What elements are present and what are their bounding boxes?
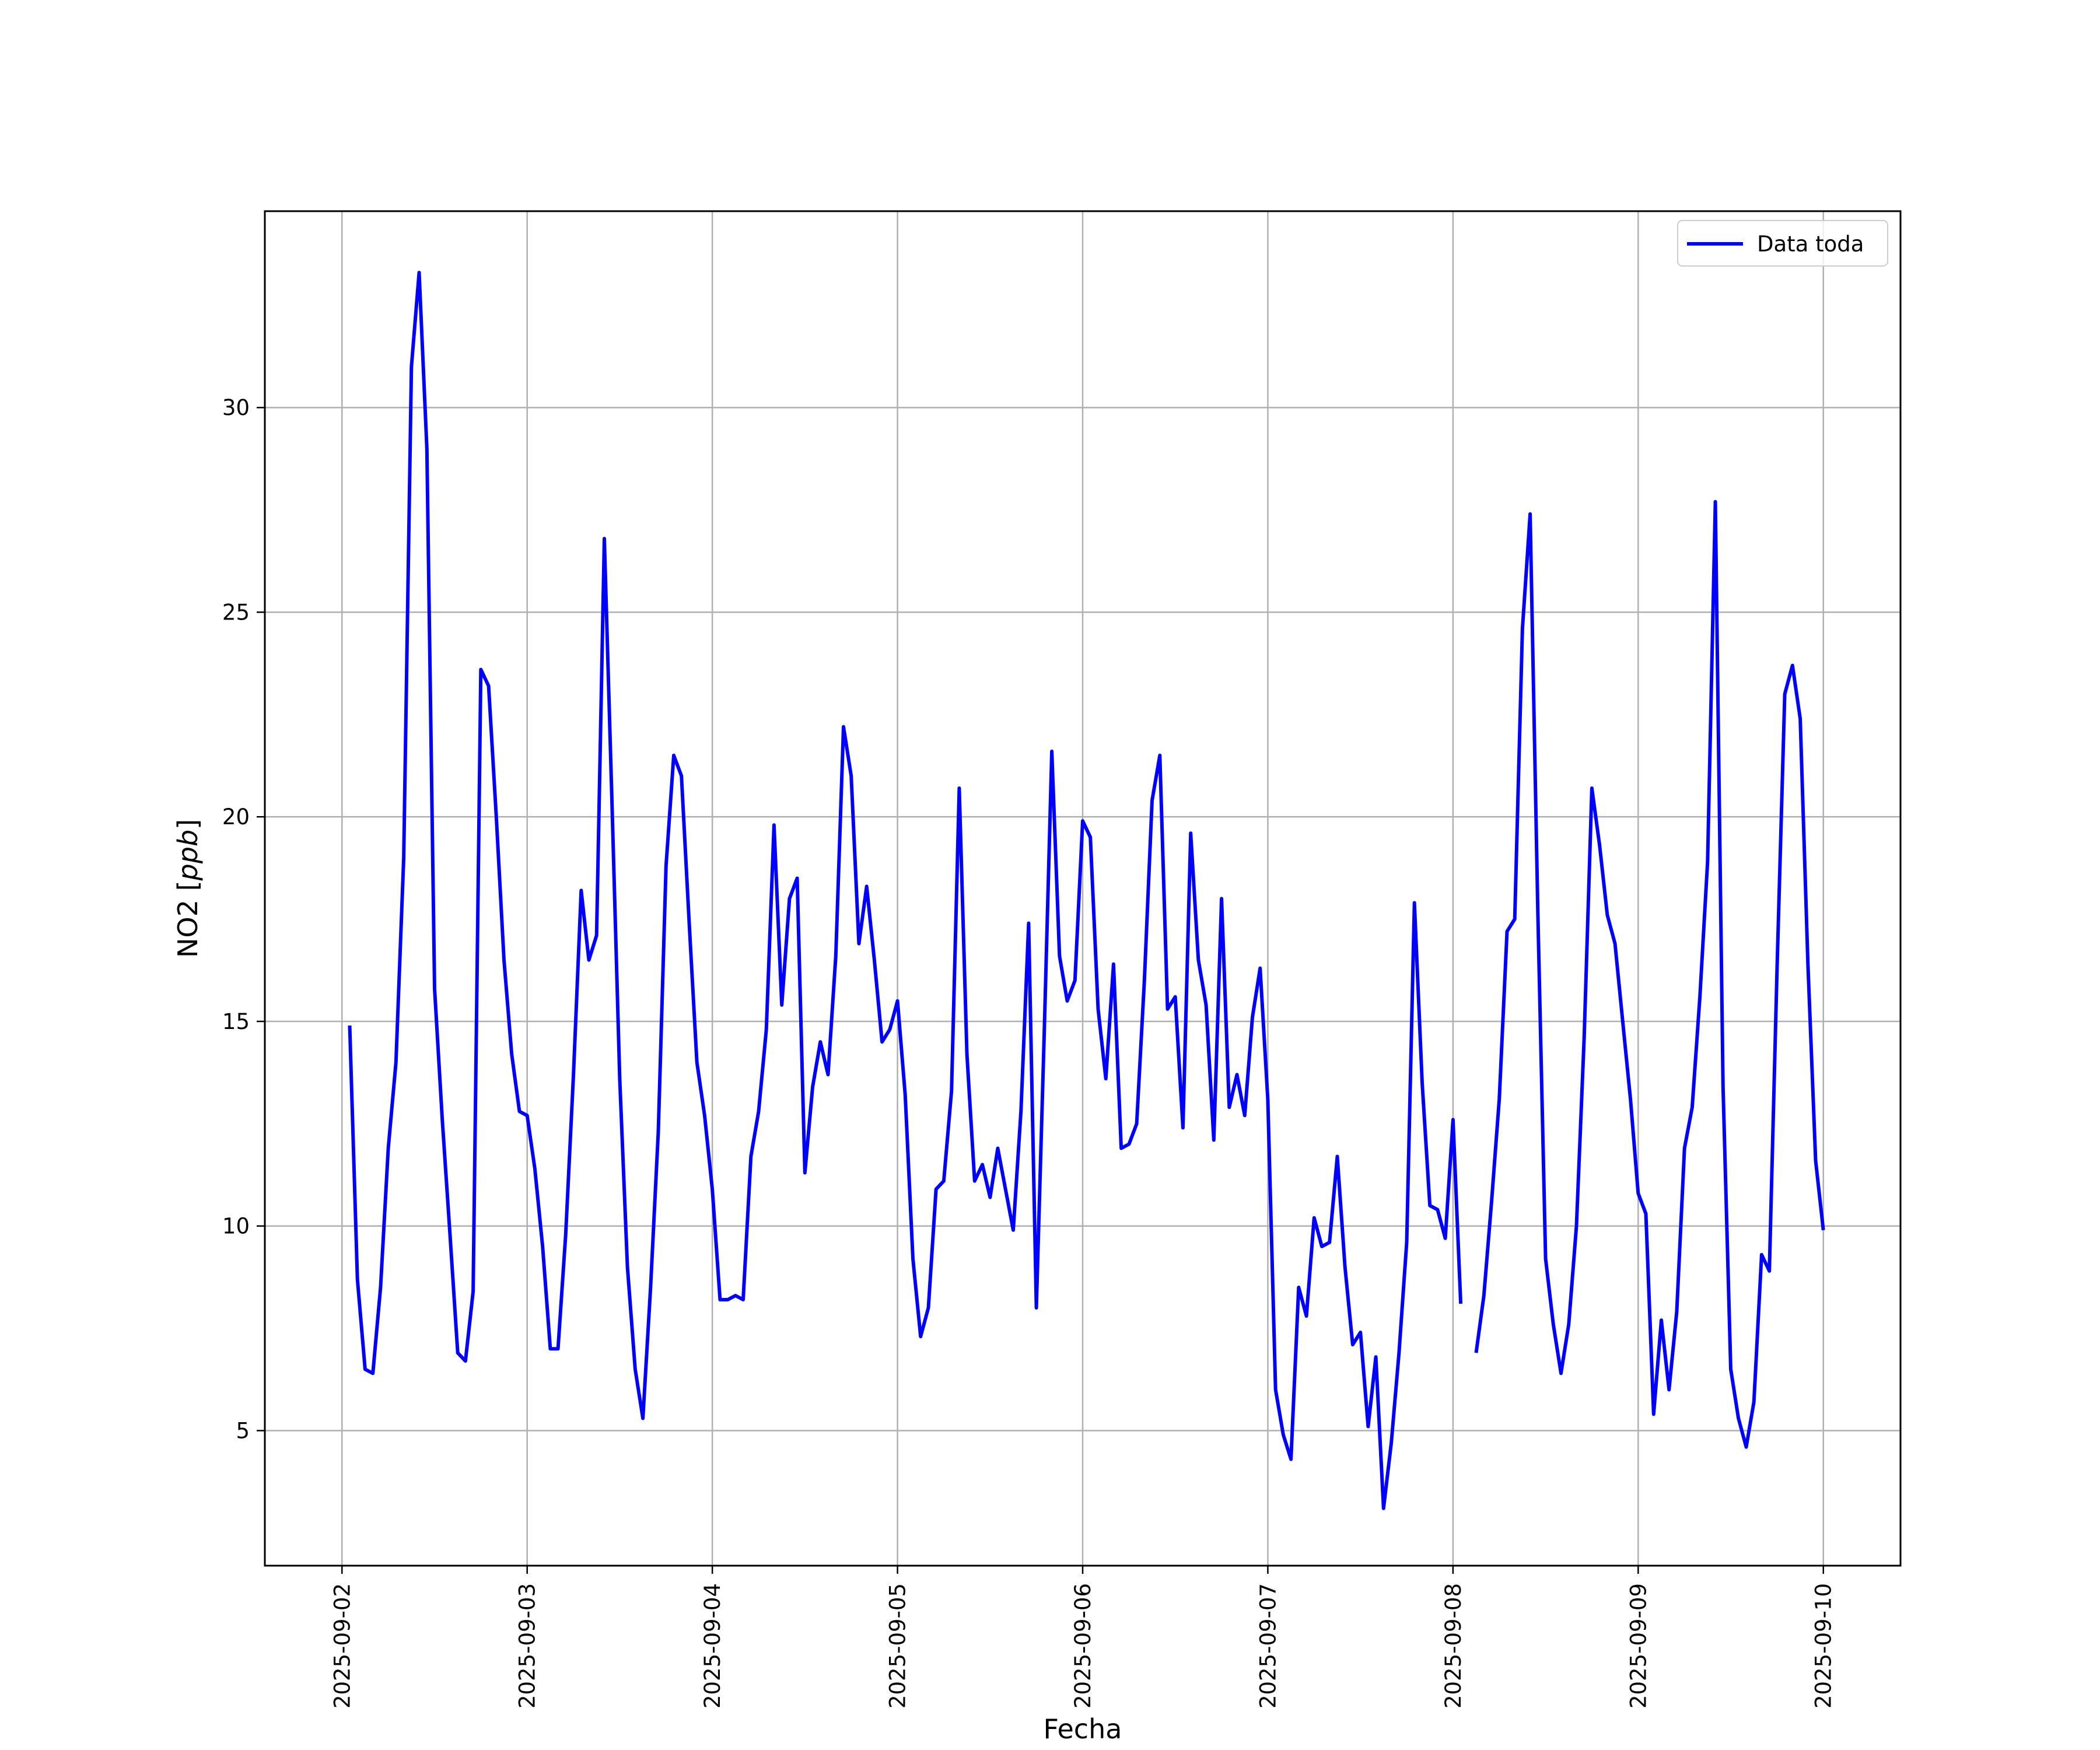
x-tick-label: 2025-09-03: [515, 1583, 540, 1709]
x-axis-label: Fecha: [1044, 1713, 1122, 1745]
legend-box: [1677, 220, 1888, 267]
x-tick-label: 2025-09-10: [1811, 1583, 1836, 1709]
x-tick-label: 2025-09-08: [1441, 1583, 1466, 1709]
y-axis-label-suffix: ]: [172, 819, 204, 830]
y-axis-label: NO2 [ppb]: [172, 819, 204, 958]
y-tick-label: 25: [222, 600, 250, 625]
y-tick-label: 20: [222, 804, 250, 830]
x-tick-label: 2025-09-06: [1070, 1583, 1096, 1709]
y-axis-label-prefix: NO2 [: [172, 881, 204, 958]
series-data-toda: [348, 271, 1825, 1510]
series-line-segment: [1474, 500, 1825, 1449]
series-line-segment: [348, 271, 1463, 1510]
y-axis-ticks: 5 10 15 20 25 30: [222, 396, 265, 1444]
x-tick-label: 2025-09-07: [1255, 1583, 1280, 1709]
y-tick-label: 10: [222, 1214, 250, 1239]
y-tick-label: 30: [222, 396, 250, 421]
grid-lines: [265, 211, 1901, 1566]
x-tick-label: 2025-09-02: [330, 1583, 355, 1709]
legend: Data toda: [1677, 220, 1888, 267]
y-axis-label-unit: ppb: [172, 830, 204, 881]
x-axis-ticks: 2025-09-02 2025-09-03 2025-09-04 2025-09-05…: [330, 1566, 1836, 1709]
legend-label: Data toda: [1757, 232, 1864, 257]
x-tick-label: 2025-09-05: [886, 1583, 911, 1709]
y-tick-label: 5: [236, 1419, 250, 1444]
y-tick-label: 15: [222, 1009, 250, 1034]
x-tick-label: 2025-09-09: [1626, 1583, 1651, 1709]
x-tick-label: 2025-09-04: [700, 1583, 725, 1709]
